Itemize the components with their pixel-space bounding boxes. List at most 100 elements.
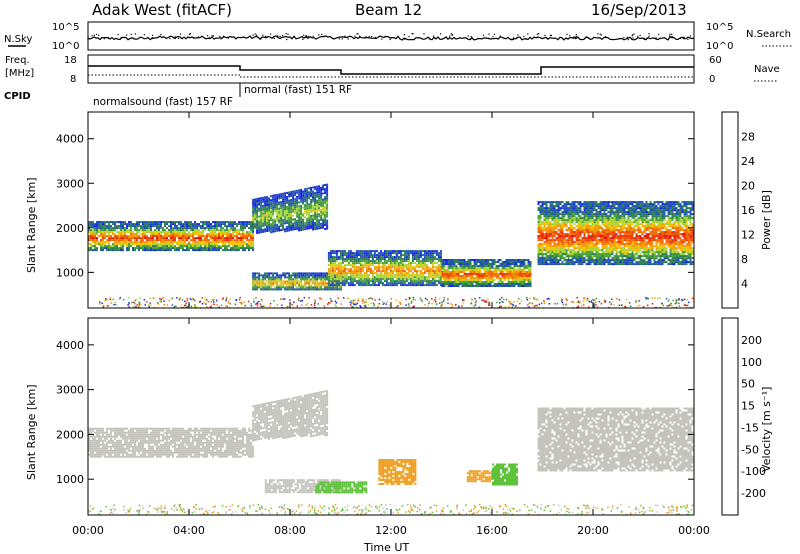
power-cell	[174, 249, 176, 252]
power-cell	[587, 235, 590, 238]
power-cell	[543, 261, 546, 264]
power-cell	[563, 203, 566, 206]
nsearch-dot	[403, 34, 405, 36]
power-cell	[216, 225, 218, 228]
power-cell	[264, 216, 267, 219]
power-cell	[351, 270, 354, 273]
power-cell	[220, 237, 222, 240]
power-cell	[455, 283, 458, 285]
power-cell	[389, 274, 392, 277]
power-cell	[329, 272, 332, 275]
power-cell	[126, 227, 128, 230]
power-cell	[425, 276, 428, 279]
power-cell	[204, 249, 206, 252]
power-cell	[565, 225, 568, 228]
power-cell	[134, 241, 136, 244]
power-cell	[90, 235, 92, 238]
power-cell	[415, 258, 418, 261]
power-cell	[419, 272, 422, 275]
power-cell	[242, 241, 244, 244]
power-cell	[272, 210, 275, 213]
power-cell	[547, 213, 550, 216]
power-cell	[577, 217, 580, 220]
power-cell	[349, 268, 352, 271]
power-cell	[140, 221, 142, 224]
power-cell	[244, 241, 246, 244]
power-cell	[581, 263, 584, 266]
power-cell	[537, 251, 540, 254]
power-cell	[523, 275, 526, 277]
power-cell	[298, 211, 301, 214]
power-cell	[320, 278, 323, 281]
power-cell	[543, 227, 546, 230]
power-cell	[423, 260, 426, 263]
power-cell	[563, 221, 566, 224]
power-cell	[537, 235, 540, 238]
power-cell	[228, 223, 230, 226]
nsearch-dot	[354, 35, 356, 37]
power-cell	[573, 253, 576, 256]
power-cell	[561, 257, 564, 260]
power-cell	[621, 203, 624, 206]
power-cell	[194, 237, 196, 240]
power-cell	[449, 275, 452, 277]
power-cell	[509, 263, 512, 265]
power-cell	[310, 208, 313, 211]
power-cell	[551, 241, 554, 244]
power-cell	[206, 249, 208, 252]
power-cell	[571, 261, 574, 264]
power-cell	[573, 235, 576, 238]
power-cell	[473, 259, 476, 261]
power-cell	[182, 241, 184, 244]
power-cell	[569, 261, 572, 264]
power-cell	[286, 201, 289, 204]
power-cell	[331, 258, 334, 261]
power-cell	[431, 270, 434, 273]
power-cell	[581, 239, 584, 242]
power-cell	[397, 258, 400, 261]
power-cell	[469, 271, 472, 273]
power-cell	[479, 269, 482, 271]
power-cell	[266, 280, 269, 283]
power-cell	[557, 235, 560, 238]
nsearch-dot	[599, 33, 601, 35]
power-cell	[437, 272, 440, 275]
power-cell	[339, 250, 342, 253]
power-cell	[469, 263, 472, 265]
power-cell	[615, 203, 618, 206]
power-cell	[327, 282, 330, 285]
power-cell	[347, 250, 350, 253]
power-cell	[331, 264, 334, 267]
power-cell	[104, 235, 106, 238]
power-cell	[407, 284, 410, 287]
power-cell	[559, 209, 562, 212]
power-cell	[405, 284, 408, 287]
power-cell	[593, 231, 596, 234]
power-cell	[549, 231, 552, 234]
power-cell	[172, 223, 174, 226]
power-cell	[304, 194, 307, 197]
power-cell	[94, 245, 96, 248]
power-cell	[294, 194, 297, 197]
power-cell	[407, 270, 410, 273]
power-cell	[525, 259, 528, 261]
power-cell	[431, 278, 434, 281]
power-cell	[611, 219, 614, 222]
power-cell	[262, 278, 265, 281]
power-cell	[302, 206, 305, 209]
power-cell	[619, 205, 622, 208]
power-cell	[292, 206, 295, 209]
power-cell	[194, 229, 196, 232]
power-cell	[166, 227, 168, 230]
power-cell	[605, 237, 608, 240]
power-cell	[124, 243, 126, 246]
power-cell	[571, 233, 574, 236]
power-cell	[421, 278, 424, 281]
power-cell	[543, 215, 546, 218]
power-cell	[256, 206, 259, 208]
power-cell	[284, 196, 287, 199]
power-cell	[112, 229, 114, 232]
power-cell	[122, 233, 124, 236]
power-cell	[98, 221, 100, 224]
power-cell	[98, 235, 100, 238]
